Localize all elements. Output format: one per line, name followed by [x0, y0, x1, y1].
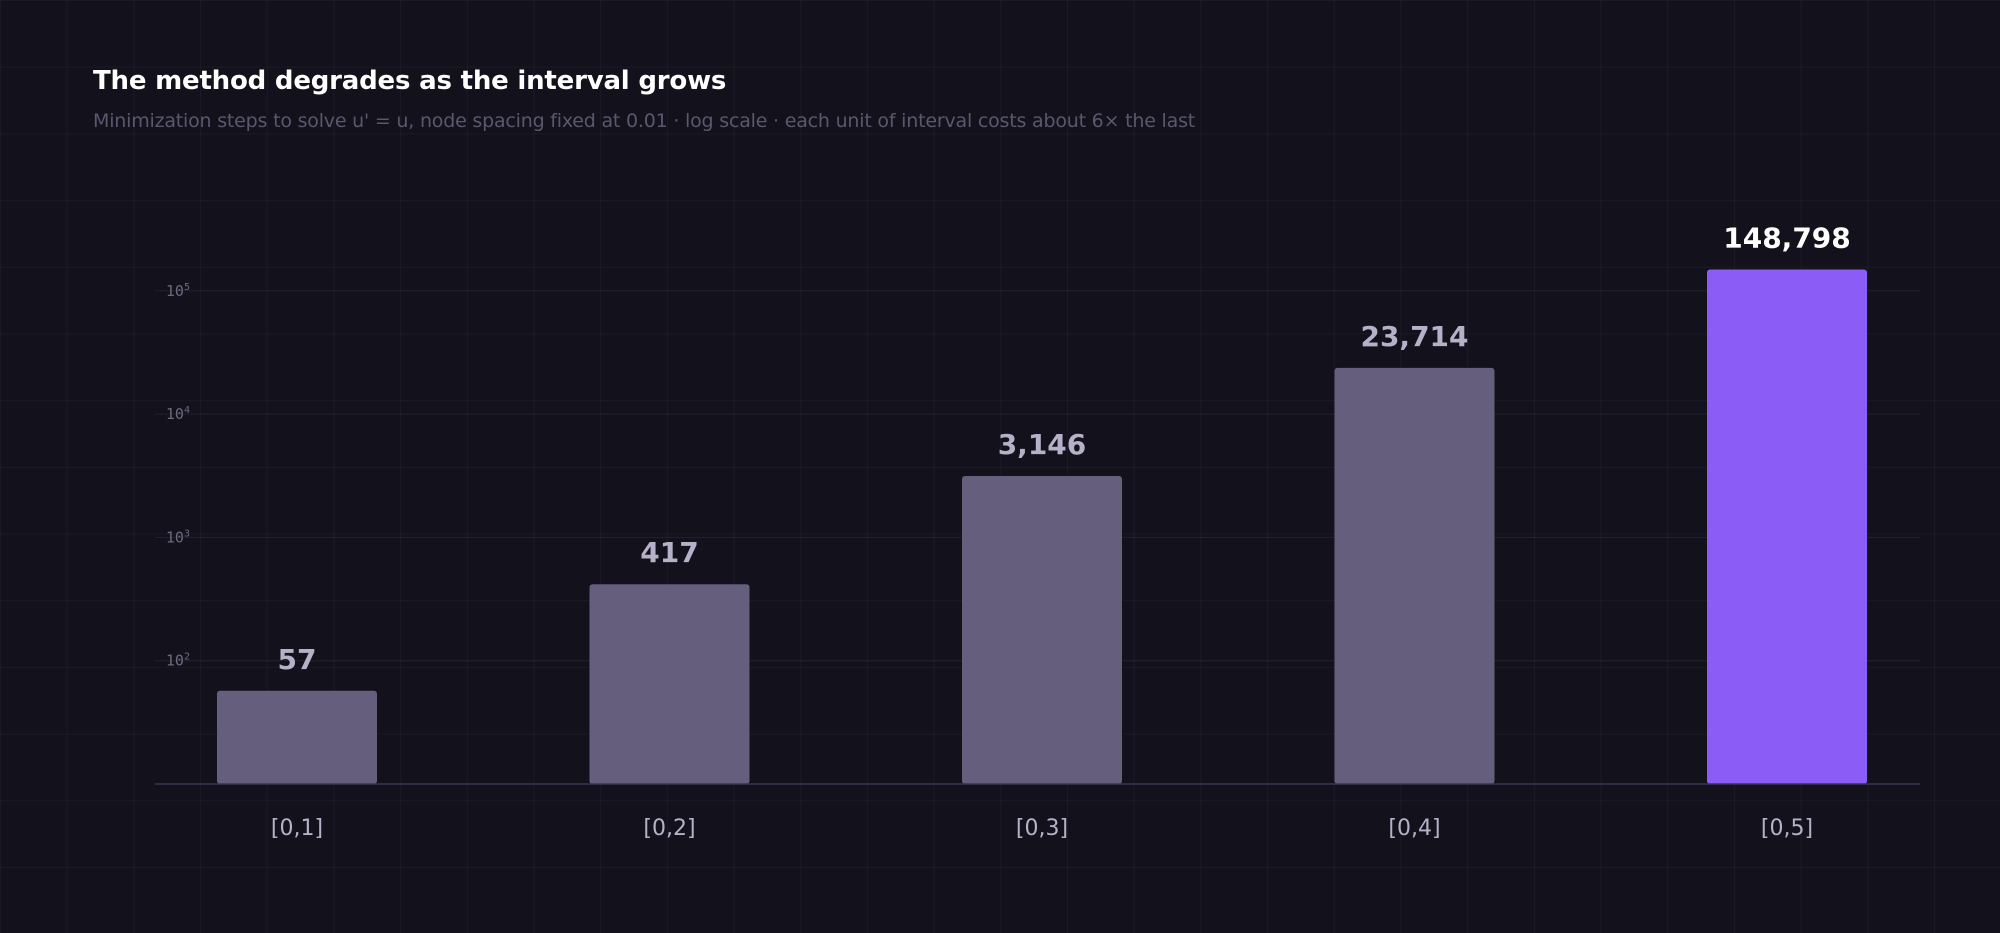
bar-0-3: [962, 476, 1122, 784]
value-label: 57: [278, 643, 317, 676]
value-labels: 57 417 3,146 23,714 148,798: [278, 222, 1851, 676]
value-label: 417: [640, 536, 698, 569]
x-tick-label: [0,5]: [1761, 816, 1813, 841]
x-tick-label: [0,1]: [271, 816, 323, 841]
value-label: 3,146: [998, 428, 1087, 461]
x-tick-label: [0,4]: [1388, 816, 1440, 841]
x-tick-label: [0,3]: [1016, 816, 1068, 841]
y-tick-label: 102: [166, 652, 190, 670]
y-tick-label: 103: [166, 528, 190, 546]
y-tick-label: 104: [166, 405, 190, 423]
bars: [217, 269, 1867, 784]
value-label: 148,798: [1723, 222, 1851, 255]
chart-subtitle: Minimization steps to solve u' = u, node…: [93, 110, 1196, 132]
x-axis-ticks: [0,1] [0,2] [0,3] [0,4] [0,5]: [271, 816, 1813, 841]
bar-0-1: [217, 690, 377, 784]
bar-0-2: [589, 584, 750, 784]
value-label: 23,714: [1360, 320, 1468, 353]
chart-title: The method degrades as the interval grow…: [93, 66, 727, 96]
bar-0-5: [1707, 269, 1867, 784]
bar-0-4: [1334, 367, 1495, 784]
y-axis-ticks: 102 103 104 105: [166, 282, 190, 670]
x-tick-label: [0,2]: [643, 816, 695, 841]
y-tick-label: 105: [166, 282, 190, 300]
